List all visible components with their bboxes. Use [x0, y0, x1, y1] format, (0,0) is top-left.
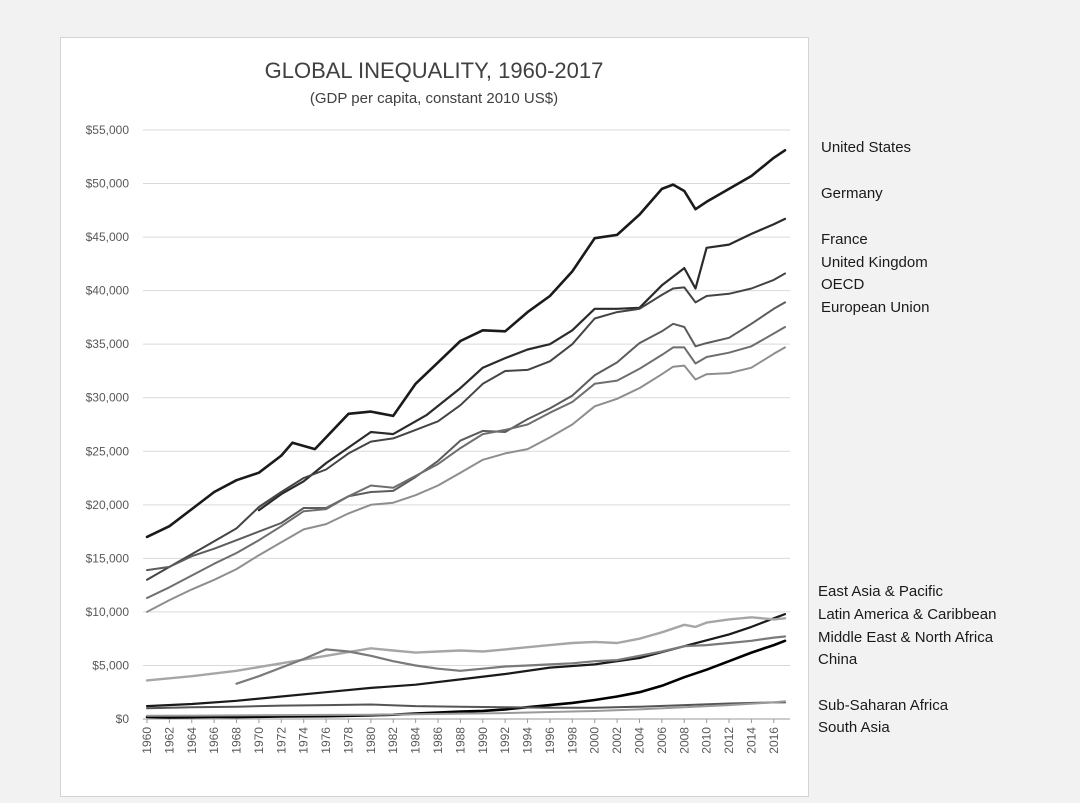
- legend-label-oecd: OECD: [821, 276, 865, 293]
- series-lines: [145, 149, 787, 719]
- y-axis-ticks: $0 $5,000 $10,000 $15,000 $20,000 $25,000 $30,…: [86, 123, 130, 726]
- x-tick-label: 2004: [632, 727, 646, 754]
- series-line-france: [146, 272, 786, 581]
- y-tick-label: $45,000: [86, 230, 130, 244]
- series-line-south-asia: [146, 700, 786, 717]
- legend-label-latin-america-caribbean: Latin America & Caribbean: [818, 606, 996, 623]
- y-tick-label: $55,000: [86, 123, 130, 137]
- legend-label-germany: Germany: [821, 185, 883, 202]
- x-tick-label: 1988: [453, 727, 467, 754]
- x-tick-label: 1984: [409, 727, 423, 754]
- y-tick-label: $0: [116, 712, 130, 726]
- x-tick-label: 1970: [252, 727, 266, 754]
- x-tick-label: 1990: [476, 727, 490, 754]
- legend-label-east-asia-pacific: East Asia & Pacific: [818, 583, 944, 600]
- series-line-oecd: [146, 326, 786, 599]
- x-tick-label: 1974: [297, 727, 311, 754]
- x-tick-label: 2008: [677, 727, 691, 754]
- series-line-sub-saharan-africa: [146, 701, 786, 710]
- series-line-european-union: [146, 346, 786, 613]
- legend-label-european-union: European Union: [821, 299, 929, 316]
- x-tick-label: 1978: [341, 727, 355, 754]
- y-tick-label: $25,000: [86, 444, 130, 458]
- x-tick-label: 2010: [700, 727, 714, 754]
- gridlines: [143, 129, 790, 720]
- y-tick-label: $35,000: [86, 337, 130, 351]
- x-tick-label: 1982: [386, 727, 400, 754]
- x-tick-label: 1986: [431, 727, 445, 754]
- x-tick-label: 1994: [521, 727, 535, 754]
- x-tick-label: 2002: [610, 727, 624, 754]
- series-line-east-asia-pacific: [145, 613, 787, 708]
- legend: United States Germany France United King…: [818, 139, 996, 736]
- y-tick-label: $40,000: [86, 284, 130, 298]
- x-tick-label: 1964: [185, 727, 199, 754]
- x-tick-label: 1968: [230, 727, 244, 754]
- legend-label-middle-east-north-africa: Middle East & North Africa: [818, 629, 994, 646]
- y-tick-label: $15,000: [86, 551, 130, 565]
- legend-label-united-kingdom: United Kingdom: [821, 254, 928, 271]
- series-line-latin-america-caribbean: [145, 616, 787, 682]
- chart-title: GLOBAL INEQUALITY, 1960-2017: [265, 58, 604, 83]
- x-tick-label: 2014: [744, 727, 758, 754]
- y-tick-label: $50,000: [86, 177, 130, 191]
- y-tick-label: $5,000: [92, 658, 129, 672]
- y-tick-label: $20,000: [86, 498, 130, 512]
- series-line-china: [145, 639, 787, 719]
- x-tick-label: 2016: [767, 727, 781, 754]
- legend-label-united-states: United States: [821, 139, 911, 156]
- y-tick-label: $10,000: [86, 605, 130, 619]
- x-tick-label: 1960: [140, 727, 154, 754]
- x-axis-ticks: 1960 1962 1964 1966 1968 1970 1972 1974 1976 1978…: [140, 719, 781, 754]
- legend-label-china: China: [818, 651, 858, 668]
- y-tick-label: $30,000: [86, 391, 130, 405]
- legend-label-sub-saharan-africa: Sub-Saharan Africa: [818, 697, 949, 714]
- x-tick-label: 1962: [162, 727, 176, 754]
- legend-label-france: France: [821, 231, 868, 248]
- x-tick-label: 1980: [364, 727, 378, 754]
- x-tick-label: 1966: [207, 727, 221, 754]
- x-tick-label: 2006: [655, 727, 669, 754]
- legend-label-south-asia: South Asia: [818, 719, 890, 736]
- x-tick-label: 1992: [498, 727, 512, 754]
- x-tick-label: 2012: [722, 727, 736, 754]
- chart-subtitle: (GDP per capita, constant 2010 US$): [310, 90, 558, 107]
- series-line-middle-east-north-africa: [235, 635, 787, 685]
- x-tick-label: 1972: [274, 727, 288, 754]
- x-tick-label: 1976: [319, 727, 333, 754]
- x-tick-label: 2000: [588, 727, 602, 754]
- chart-card: [60, 37, 809, 797]
- x-tick-label: 1998: [565, 727, 579, 754]
- series-line-germany: [257, 217, 787, 512]
- series-line-united-states: [145, 149, 787, 539]
- series-line-united-kingdom: [146, 301, 786, 572]
- x-tick-label: 1996: [543, 727, 557, 754]
